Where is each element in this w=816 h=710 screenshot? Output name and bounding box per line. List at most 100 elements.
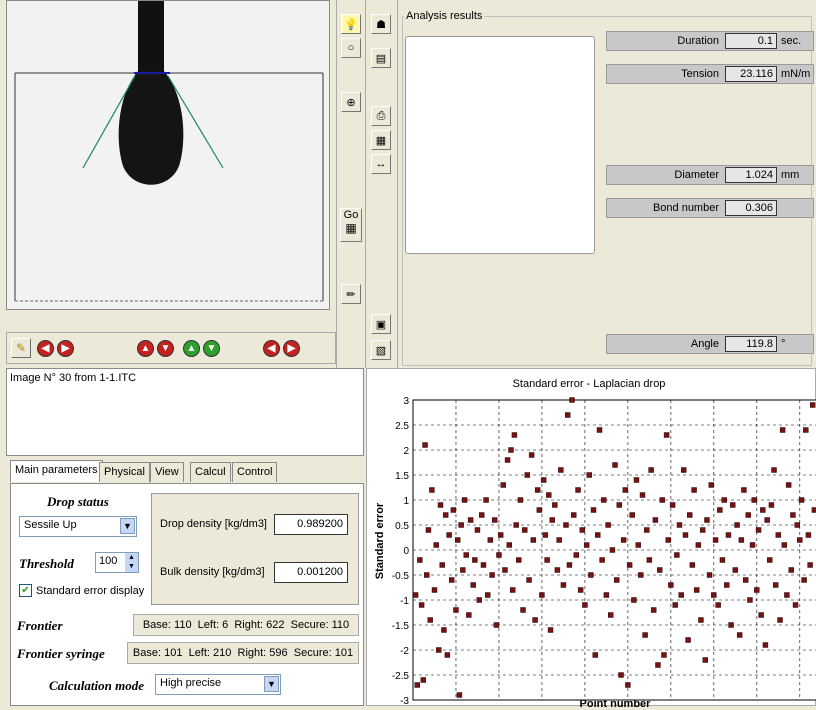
data-point [420, 677, 427, 683]
data-point [758, 612, 764, 618]
data-point [734, 522, 740, 528]
data-point [546, 492, 552, 498]
std-error-checkbox[interactable]: ✔ [19, 584, 32, 597]
bulk-density-input[interactable]: 0.001200 [274, 562, 348, 583]
data-point [762, 642, 769, 648]
data-point [747, 597, 753, 603]
next-image-button[interactable]: ▶ [57, 340, 74, 357]
x-tick-label: 400 [748, 706, 765, 707]
y-tick-label: 2 [403, 446, 409, 457]
y-tick-label: -2.5 [392, 671, 410, 682]
tab-content: Drop status Sessile Up ▼ Threshold 100 ▲… [10, 483, 364, 706]
data-point [479, 512, 485, 518]
print-button[interactable]: ⎙ [371, 106, 391, 126]
data-point [540, 477, 547, 483]
threshold-spinner[interactable]: ▲ ▼ [125, 553, 138, 572]
film-button[interactable]: ▤ [371, 48, 391, 68]
tension-unit: mN/m [781, 68, 811, 80]
tab-physical[interactable]: Physical [99, 462, 150, 482]
data-point [414, 682, 420, 688]
x-tick-label: 0 [410, 706, 416, 707]
data-point [702, 657, 708, 663]
data-point [633, 477, 640, 483]
angle-value: 119.8 [725, 336, 777, 352]
data-point [461, 497, 468, 503]
data-point [583, 542, 590, 548]
rewind-button[interactable]: ◀ [263, 340, 280, 357]
excel-button[interactable]: ▦ [371, 130, 391, 150]
data-point [539, 592, 545, 598]
data-point [665, 537, 671, 543]
std-error-checkbox-row[interactable]: ✔ Standard error display [19, 584, 144, 597]
data-point [412, 592, 419, 598]
go-button[interactable]: Go ▦ [340, 208, 362, 242]
light-on-button[interactable]: 💡 [341, 14, 361, 34]
data-point [588, 572, 594, 578]
move-down-button[interactable]: ▼ [157, 340, 174, 357]
bond-number-label: Bond number [652, 202, 719, 214]
edit-button[interactable]: ✏ [341, 284, 361, 304]
data-point [418, 602, 425, 608]
light-off-button[interactable]: ○ [341, 38, 361, 58]
data-point [801, 577, 807, 583]
image-button[interactable]: ▧ [371, 340, 391, 360]
data-point [785, 482, 792, 488]
data-point [497, 532, 504, 538]
syringe-button[interactable]: ▣ [371, 314, 391, 334]
data-point [764, 517, 770, 523]
camera-button[interactable]: ☗ [371, 14, 391, 34]
wand-button[interactable]: ✎ [11, 338, 31, 358]
data-point [751, 497, 757, 503]
data-point [788, 567, 794, 573]
zoom-icon: ⊕ [346, 96, 356, 109]
y-tick-label: 1.5 [395, 471, 409, 482]
angle-unit: ° [781, 338, 786, 350]
data-point [556, 537, 562, 543]
data-point [554, 567, 561, 573]
angle-field: Angle 119.8 ° [606, 334, 814, 354]
tab-calcul[interactable]: Calcul [190, 462, 231, 482]
data-point [491, 517, 498, 523]
diameter-label: Diameter [674, 169, 719, 181]
data-point [508, 447, 514, 453]
green-up-button[interactable]: ▲ [183, 340, 200, 357]
data-point [725, 532, 732, 538]
data-point [605, 522, 611, 528]
green-down-button[interactable]: ▼ [203, 340, 220, 357]
move-up-button[interactable]: ▲ [137, 340, 154, 357]
data-point [797, 537, 803, 543]
data-point [685, 637, 691, 643]
prev-image-button[interactable]: ◀ [37, 340, 54, 357]
tab-view[interactable]: View [150, 462, 184, 482]
forward-button[interactable]: ▶ [283, 340, 300, 357]
threshold-input[interactable]: 100 ▲ ▼ [95, 552, 139, 573]
std-error-label: Standard error display [36, 584, 145, 597]
params-area: Main parameters Physical View Calcul Con… [6, 458, 364, 706]
duration-field: Duration 0.1 sec. [606, 31, 814, 51]
arrow-up-icon: ▲ [140, 343, 151, 354]
tab-control[interactable]: Control [232, 462, 278, 482]
drop-status-select[interactable]: Sessile Up ▼ [19, 516, 137, 537]
data-point [775, 532, 782, 538]
data-point [425, 527, 432, 533]
data-point [794, 522, 800, 528]
data-point [565, 412, 571, 418]
zoom-button[interactable]: ⊕ [341, 92, 361, 112]
drop-density-input[interactable]: 0.989200 [274, 514, 348, 535]
data-point [506, 542, 512, 548]
calc-mode-select[interactable]: High precise ▼ [155, 674, 281, 695]
data-point [577, 587, 584, 593]
chevron-down-icon: ▼ [264, 676, 279, 692]
measure-button[interactable]: ↔ [371, 154, 391, 174]
angle-label: Angle [690, 338, 719, 350]
tab-main-parameters[interactable]: Main parameters [10, 460, 103, 482]
data-point [779, 427, 786, 433]
data-point [569, 397, 575, 403]
data-point [510, 587, 516, 593]
chart-panel: Standard error - Laplacian drop Standard… [366, 368, 816, 710]
data-point [516, 557, 522, 563]
data-point [620, 537, 627, 543]
calc-mode-label: Calculation mode [49, 678, 144, 693]
density-box: Drop density [kg/dm3] 0.989200 Bulk dens… [151, 493, 359, 605]
data-point [474, 527, 481, 533]
